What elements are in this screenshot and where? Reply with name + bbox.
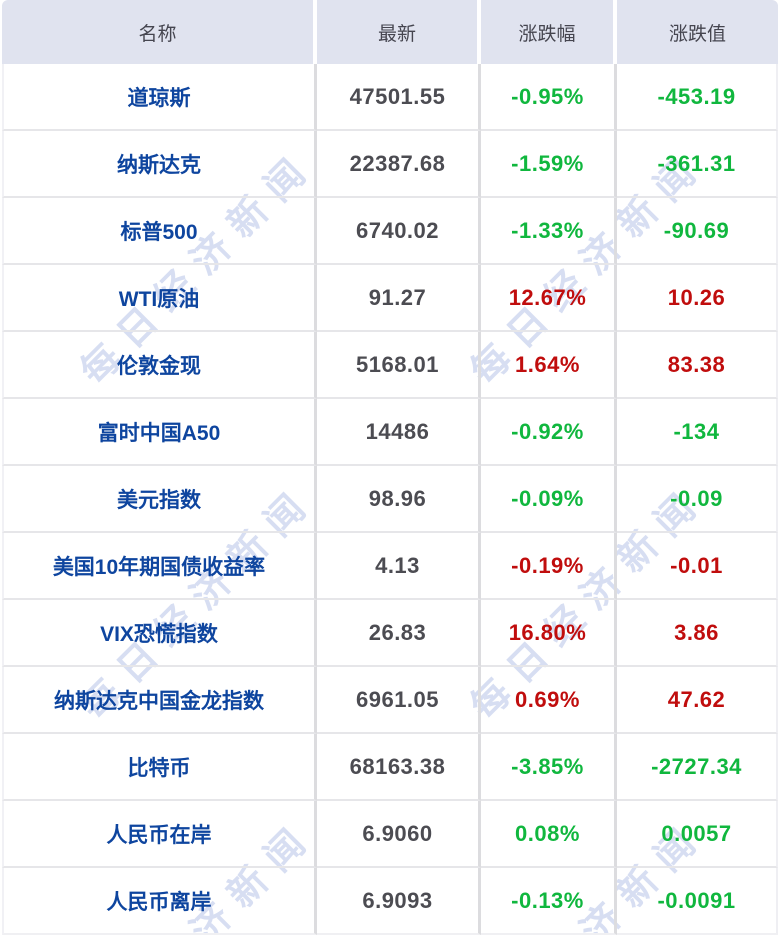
instrument-name: WTI原油 [2,265,317,332]
latest-value: 22387.68 [317,131,481,198]
latest-value: 6961.05 [317,667,481,734]
change-percent: -0.92% [481,399,617,466]
instrument-name: 比特币 [2,734,317,801]
instrument-name: 标普500 [2,198,317,265]
latest-value: 5168.01 [317,332,481,399]
change-value: -134 [617,399,778,466]
latest-value: 6740.02 [317,198,481,265]
latest-value: 4.13 [317,533,481,600]
instrument-name: 人民币离岸 [2,868,317,935]
change-percent: 12.67% [481,265,617,332]
latest-value: 26.83 [317,600,481,667]
instrument-name: 道琼斯 [2,64,317,131]
table-row: 道琼斯 47501.55 -0.95% -453.19 [2,64,778,131]
table-body: 道琼斯 47501.55 -0.95% -453.19 纳斯达克 22387.68 -1.5… [2,64,778,935]
header-change-percent: 涨跌幅 [481,0,617,64]
table-row: 纳斯达克中国金龙指数 6961.05 0.69% 47.62 [2,667,778,734]
latest-value: 47501.55 [317,64,481,131]
change-value: -90.69 [617,198,778,265]
change-percent: -0.95% [481,64,617,131]
latest-value: 68163.38 [317,734,481,801]
change-percent: -1.33% [481,198,617,265]
table-row: 富时中国A50 14486 -0.92% -134 [2,399,778,466]
change-value: -0.0091 [617,868,778,935]
header-change-value: 涨跌值 [617,0,778,64]
latest-value: 6.9060 [317,801,481,868]
change-value: 83.38 [617,332,778,399]
table-row: 标普500 6740.02 -1.33% -90.69 [2,198,778,265]
instrument-name: 伦敦金现 [2,332,317,399]
table-row: VIX恐慌指数 26.83 16.80% 3.86 [2,600,778,667]
latest-value: 14486 [317,399,481,466]
latest-value: 91.27 [317,265,481,332]
table-row: 纳斯达克 22387.68 -1.59% -361.31 [2,131,778,198]
change-value: -361.31 [617,131,778,198]
instrument-name: 纳斯达克中国金龙指数 [2,667,317,734]
instrument-name: VIX恐慌指数 [2,600,317,667]
header-latest: 最新 [317,0,481,64]
change-value: 0.0057 [617,801,778,868]
change-percent: -1.59% [481,131,617,198]
instrument-name: 纳斯达克 [2,131,317,198]
instrument-name: 美元指数 [2,466,317,533]
latest-value: 98.96 [317,466,481,533]
change-percent: -0.13% [481,868,617,935]
change-percent: 16.80% [481,600,617,667]
change-percent: 1.64% [481,332,617,399]
change-value: -2727.34 [617,734,778,801]
change-value: 10.26 [617,265,778,332]
change-percent: 0.69% [481,667,617,734]
latest-value: 6.9093 [317,868,481,935]
change-value: 3.86 [617,600,778,667]
instrument-name: 富时中国A50 [2,399,317,466]
table-row: 伦敦金现 5168.01 1.64% 83.38 [2,332,778,399]
change-value: 47.62 [617,667,778,734]
change-percent: -0.09% [481,466,617,533]
table-row: 美国10年期国债收益率 4.13 -0.19% -0.01 [2,533,778,600]
header-name: 名称 [2,0,317,64]
instrument-name: 美国10年期国债收益率 [2,533,317,600]
table-row: 人民币在岸 6.9060 0.08% 0.0057 [2,801,778,868]
change-value: -0.01 [617,533,778,600]
table-header-row: 名称 最新 涨跌幅 涨跌值 [2,0,778,64]
change-percent: -3.85% [481,734,617,801]
instrument-name: 人民币在岸 [2,801,317,868]
change-percent: 0.08% [481,801,617,868]
change-percent: -0.19% [481,533,617,600]
change-value: -453.19 [617,64,778,131]
table-row: 美元指数 98.96 -0.09% -0.09 [2,466,778,533]
table-row: 比特币 68163.38 -3.85% -2727.34 [2,734,778,801]
change-value: -0.09 [617,466,778,533]
table-row: 人民币离岸 6.9093 -0.13% -0.0091 [2,868,778,935]
table-row: WTI原油 91.27 12.67% 10.26 [2,265,778,332]
